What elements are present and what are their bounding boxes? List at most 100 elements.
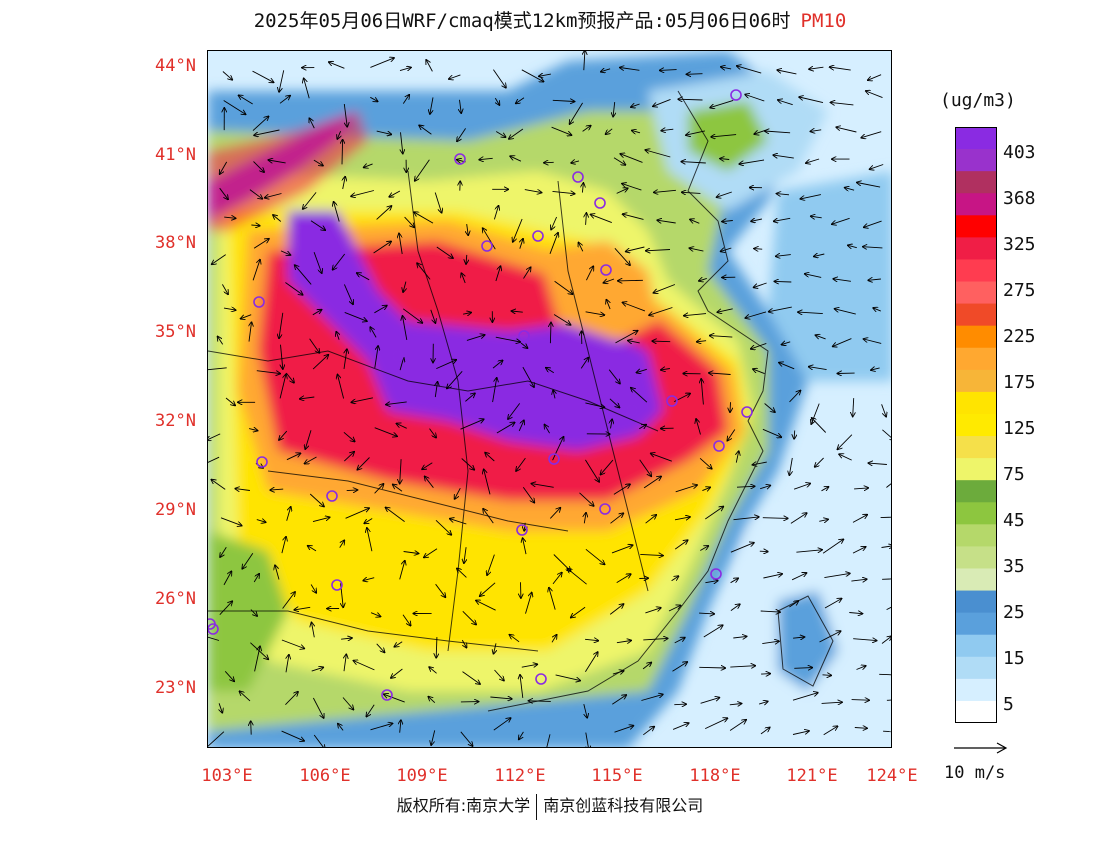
wind-vector (671, 576, 679, 582)
wind-vector (397, 424, 407, 429)
wind-vector (376, 643, 385, 653)
title-main: 2025年05月06日WRF/cmaq模式12km预报产品:05月06日06时 (253, 10, 791, 32)
wind-vector (606, 128, 613, 134)
wind-vector (545, 425, 550, 434)
wind-vector (219, 601, 232, 616)
wind-vector (422, 462, 433, 469)
wind-vector (684, 314, 707, 316)
wind-vector (851, 579, 866, 581)
wind-vector (623, 214, 644, 220)
wind-vector (696, 419, 701, 435)
wind-vector (516, 97, 525, 104)
wind-vector (551, 635, 557, 643)
wind-vector (551, 216, 558, 230)
station-marker (256, 456, 268, 468)
wind-vector (886, 606, 891, 610)
chart-title: 2025年05月06日WRF/cmaq模式12km预报产品:05月06日06时 P… (0, 6, 1100, 33)
copyright-separator (536, 793, 538, 820)
wind-vector (699, 667, 725, 668)
wind-vector (208, 433, 221, 440)
wind-vector (495, 336, 520, 342)
wind-vector (614, 248, 630, 265)
wind-vector (616, 641, 631, 643)
wind-vector (793, 484, 810, 490)
wind-vector (270, 489, 284, 490)
colorbar-tick-label: 75 (1003, 464, 1025, 485)
wind-vector (831, 102, 854, 105)
wind-vector (705, 718, 727, 730)
wind-vector (492, 378, 497, 403)
colorbar-tick-label: 5 (1003, 694, 1014, 715)
wind-vector (616, 574, 631, 583)
wind-vector (435, 583, 446, 597)
wind-vector (758, 701, 768, 704)
colorbar-cell (955, 347, 997, 371)
wind-vector (374, 427, 397, 437)
wind-vector (777, 70, 797, 75)
wind-vector (279, 430, 288, 440)
wind-vector (582, 126, 591, 132)
wind-vector (494, 643, 497, 653)
wind-vector (690, 219, 700, 224)
colorbar-cell (955, 546, 997, 569)
wind-vector (789, 391, 801, 403)
wind-vector (585, 266, 593, 281)
wind-vector (552, 100, 575, 101)
colorbar-cell (955, 634, 997, 658)
colorbar-cell (955, 413, 997, 437)
wind-vector (512, 311, 523, 312)
wind-vector (765, 131, 791, 133)
wind-vector (824, 599, 842, 609)
wind-vector (585, 652, 597, 672)
wind-vector (430, 309, 436, 323)
wind-vector (857, 183, 881, 188)
colorbar-cell (955, 149, 997, 172)
colorbar-cell (955, 612, 997, 636)
wind-vector (303, 192, 317, 209)
wind-vector (699, 613, 714, 614)
wind-vector (881, 546, 891, 548)
wind-vector (620, 154, 643, 163)
wind-vector (251, 721, 252, 735)
wind-vector (462, 671, 481, 684)
wind-vector (710, 99, 734, 107)
wind-vector (745, 95, 765, 102)
wind-vector (273, 215, 282, 222)
wind-vector (848, 245, 857, 247)
wind-vector (338, 724, 344, 731)
wind-vector (279, 96, 290, 104)
wind-vector (524, 190, 542, 193)
wind-vector (493, 69, 506, 88)
wind-vector (400, 720, 401, 733)
wind-vector (881, 636, 891, 644)
wind-vector (622, 184, 642, 191)
wind-vector (754, 129, 766, 134)
wind-vector (253, 239, 269, 249)
wind-vector (285, 692, 298, 706)
wind-vector (457, 568, 467, 578)
colorbar-cell (955, 656, 997, 680)
wind-vector (461, 639, 466, 648)
wind-vector (434, 192, 441, 213)
wind-vector (583, 703, 587, 718)
wind-vector (208, 367, 227, 371)
wind-vector (522, 366, 534, 387)
wind-vector (769, 306, 792, 312)
wind-vector (373, 241, 392, 254)
wind-vector (873, 308, 881, 311)
wind-vector (510, 635, 520, 643)
colorbar-cell (955, 480, 997, 503)
wind-vector (552, 191, 575, 193)
wind-vector (342, 140, 343, 165)
wind-vector (465, 393, 475, 402)
wind-vector (495, 131, 505, 138)
wind-vector (403, 552, 419, 554)
wind-vector (737, 66, 762, 74)
wind-vector (552, 573, 562, 585)
wind-vector (555, 674, 581, 681)
wind-vector (546, 368, 555, 374)
wind-vector (789, 601, 798, 608)
wind-vector (601, 69, 611, 72)
station-marker (253, 296, 265, 308)
wind-vector (791, 573, 806, 581)
